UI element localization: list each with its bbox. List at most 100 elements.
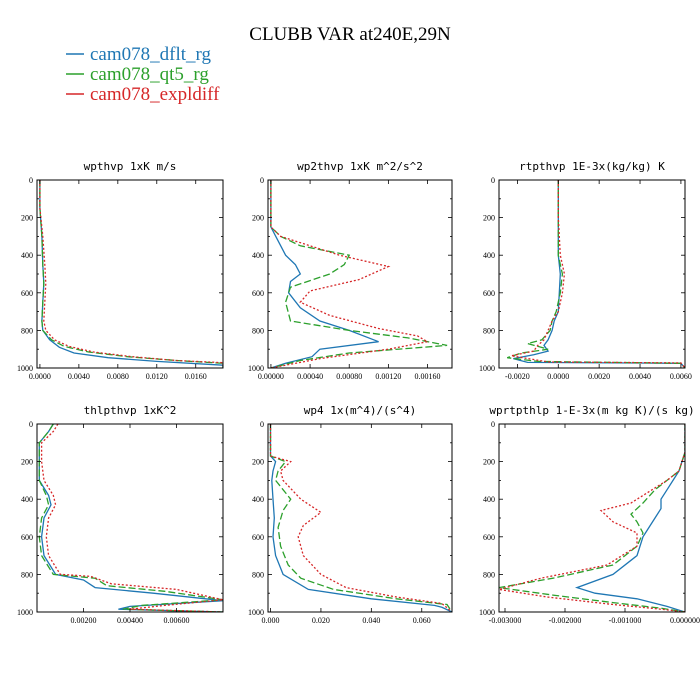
series-line-2 [40,424,223,612]
x-tick-label: 0.00400 [117,616,143,625]
plot-frame [498,179,686,369]
y-tick-label: 0 [29,176,33,185]
legend-entry: cam078_expldiff [90,84,220,105]
x-tick-label: 0.00600 [164,616,190,625]
y-tick-label: 1000 [248,364,264,373]
y-tick-label: 0 [260,176,264,185]
legend-entry: cam078_dflt_rg [90,44,212,65]
series-line-1 [39,180,223,368]
x-tick-label: -0.0020 [505,372,530,381]
series-line-0 [513,180,685,368]
y-tick-label: 1000 [479,364,495,373]
series-line-2 [511,180,685,368]
chart-panel: thlpthvp 1xK^2 0 200 400 600 800 1000 0.00200 0.… [17,404,224,625]
series-line-1 [506,180,685,368]
y-tick-label: 600 [252,533,264,542]
y-tick-label: 200 [21,458,33,467]
panel-title: wp2thvp 1xK m^2/s^2 [297,160,423,173]
x-tick-label: 0.040 [362,616,380,625]
y-tick-label: 1000 [248,608,264,617]
x-tick-label: 0.0040 [68,372,90,381]
chart-panel: wprtpthlp 1-E-3x(m kg K)/(s kg) 0 200 400 60… [479,404,700,625]
panel-title: wp4 1x(m^4)/(s^4) [304,404,417,417]
y-tick-label: 200 [252,214,264,223]
x-tick-label: 0.0040 [629,372,651,381]
y-tick-label: 400 [252,495,264,504]
x-tick-label: 0.000000 [670,616,700,625]
series-line-0 [270,180,379,368]
legend: cam078_dflt_rgcam078_qt5_rgcam078_expldi… [66,44,220,105]
y-tick-label: 800 [21,326,33,335]
panel-title: wpthvp 1xK m/s [84,160,177,173]
x-tick-label: 0.0120 [146,372,168,381]
series-line-1 [270,180,448,368]
y-tick-label: 600 [483,533,495,542]
x-tick-label: 0.060 [413,616,431,625]
plot-frame [36,423,224,613]
plot-frame [267,423,453,613]
y-tick-label: 200 [483,458,495,467]
y-tick-label: 1000 [17,364,33,373]
figure-title: CLUBB VAR at240E,29N [249,24,451,45]
y-tick-label: 200 [252,458,264,467]
legend-entry: cam078_qt5_rg [90,64,209,85]
y-tick-label: 600 [252,289,264,298]
series-line-0 [39,180,223,368]
chart-panel: rtpthvp 1E-3x(kg/kg) K 0 200 400 600 800 1000 -… [479,160,692,381]
plot-frame [498,423,686,613]
y-tick-label: 1000 [479,608,495,617]
y-tick-label: 800 [21,570,33,579]
x-tick-label: 0.00160 [415,372,441,381]
x-tick-label: 0.00080 [336,372,362,381]
x-tick-label: 0.0000 [547,372,569,381]
x-tick-label: 0.0060 [670,372,692,381]
series-line-2 [499,424,685,612]
y-tick-label: 0 [29,420,33,429]
x-tick-label: -0.001000 [609,616,642,625]
y-tick-label: 800 [252,570,264,579]
x-tick-label: 0.0160 [185,372,207,381]
chart-panel: wp2thvp 1xK m^2/s^2020040060080010000.00… [248,160,453,381]
x-tick-label: 0.00200 [71,616,97,625]
y-tick-label: 600 [483,289,495,298]
panel-title: wprtpthlp 1-E-3x(m kg K)/(s kg) [489,404,694,417]
y-tick-label: 1000 [17,608,33,617]
series-line-0 [38,424,223,612]
x-tick-label: 0.000 [262,616,280,625]
y-tick-label: 0 [260,420,264,429]
panel-title: thlpthvp 1xK^2 [84,404,177,417]
y-tick-label: 800 [252,326,264,335]
y-tick-label: 800 [483,326,495,335]
series-line-1 [499,424,685,612]
y-tick-label: 0 [491,420,495,429]
y-tick-label: 600 [21,533,33,542]
y-tick-label: 400 [21,495,33,504]
y-tick-label: 400 [483,251,495,260]
plot-frame [36,179,224,369]
y-tick-label: 800 [483,570,495,579]
x-tick-label: 0.00040 [297,372,323,381]
x-tick-label: -0.003000 [489,616,522,625]
series-line-1 [38,424,223,612]
y-tick-label: 400 [252,251,264,260]
x-tick-label: 0.00120 [375,372,401,381]
series-line-0 [269,424,452,612]
x-tick-label: 0.0000 [29,372,51,381]
y-tick-label: 200 [483,214,495,223]
y-tick-label: 0 [491,176,495,185]
x-tick-label: 0.020 [312,616,330,625]
y-tick-label: 200 [21,214,33,223]
x-tick-label: 0.0020 [588,372,610,381]
x-tick-label: 0.00000 [258,372,284,381]
x-tick-label: 0.0080 [107,372,129,381]
y-tick-label: 400 [21,251,33,260]
x-tick-label: -0.002000 [549,616,582,625]
series-line-1 [269,424,452,612]
y-tick-label: 600 [21,289,33,298]
series-line-2 [39,180,223,368]
y-tick-label: 400 [483,495,495,504]
